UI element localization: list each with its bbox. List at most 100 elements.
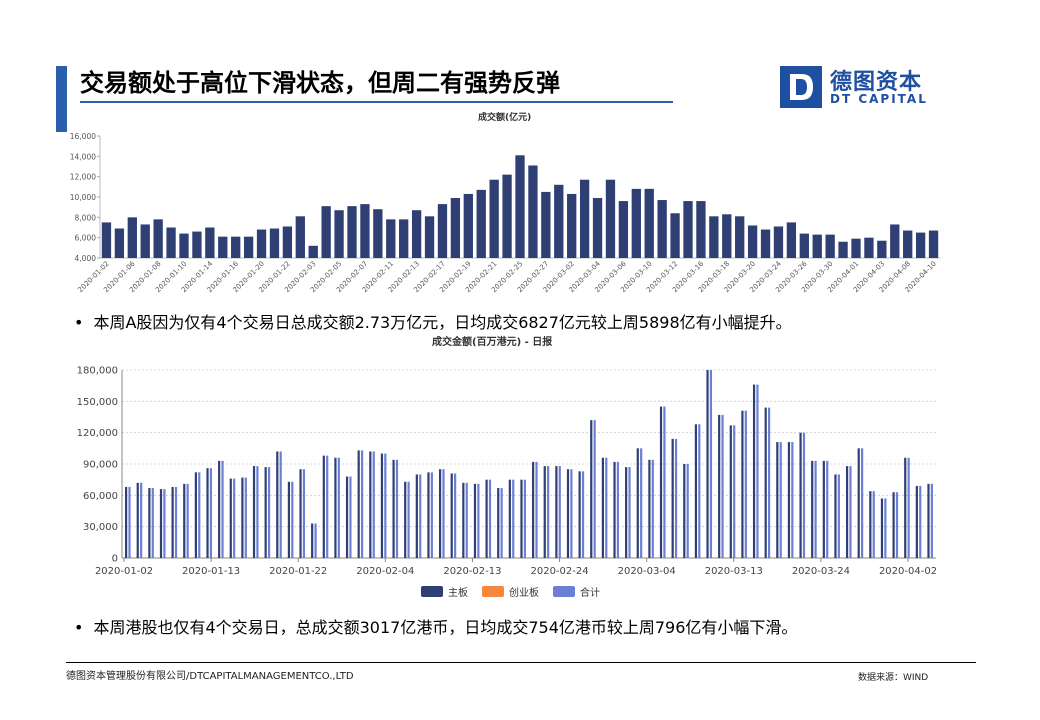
- bar-main-board: [834, 474, 837, 558]
- bar-total: [837, 474, 840, 558]
- bar-main-board: [671, 438, 674, 558]
- bar-total: [337, 457, 340, 558]
- logo-d-icon: [780, 66, 822, 108]
- hk-turnover-chart: 0 30,000 60,000 90,000 120,000 150,000 180,000…: [77, 366, 937, 578]
- legend-item[interactable]: 创业板: [482, 584, 539, 599]
- bullet-dot: •: [74, 313, 84, 332]
- bar-main-board: [497, 488, 500, 558]
- bar: [864, 237, 874, 258]
- bar-total: [919, 485, 922, 558]
- bar: [670, 213, 680, 258]
- bar-main-board: [438, 469, 442, 558]
- bar-total: [640, 448, 643, 558]
- bar-total: [535, 461, 538, 558]
- bullet-hk: • 本周港股也仅有4个交易日，总成交额3017亿港币，日均成交754亿港币较上周7…: [74, 614, 797, 638]
- bar: [334, 210, 344, 258]
- bar-main-board: [799, 432, 802, 558]
- bar: [114, 228, 125, 258]
- bar-total: [465, 482, 468, 558]
- legend-item[interactable]: 合计: [553, 584, 600, 599]
- bar-main-board: [322, 455, 325, 558]
- bar-main-board: [543, 466, 546, 558]
- bar-main-board: [276, 451, 279, 558]
- bar-main-board: [218, 460, 221, 558]
- bar-total: [174, 486, 178, 558]
- bar-main-board: [194, 472, 197, 558]
- bar-main-board: [415, 474, 418, 558]
- x-tick-label: 2020-03-13: [705, 566, 763, 577]
- y-tick-label: 120,000: [77, 428, 118, 439]
- y-tick-label: 8,000: [75, 213, 97, 222]
- bar-total: [256, 466, 259, 558]
- bar: [166, 227, 176, 258]
- bar: [373, 209, 383, 258]
- bar-total: [895, 492, 899, 558]
- bar-total: [477, 483, 480, 558]
- bar-main-board: [566, 469, 570, 558]
- bar-total: [814, 460, 817, 558]
- bar-main-board: [171, 486, 174, 558]
- bar-total: [884, 498, 887, 558]
- bar-total: [872, 491, 875, 558]
- logo-english-name: DT CAPITAL: [830, 92, 928, 106]
- x-tick-label: 2020-02-13: [443, 566, 501, 577]
- bar: [554, 184, 564, 258]
- bar-main-board: [741, 410, 744, 558]
- x-tick-label: 2020-02-24: [530, 566, 588, 577]
- bar: [812, 234, 822, 258]
- logo-mark-icon: [780, 66, 822, 108]
- bar: [231, 236, 241, 258]
- bar-total: [686, 464, 689, 558]
- bar-total: [709, 370, 713, 558]
- bar-main-board: [845, 466, 849, 558]
- bar-total: [454, 473, 457, 558]
- x-tick-label: 2020-03-24: [792, 566, 850, 577]
- bar: [101, 222, 112, 258]
- bar: [709, 216, 719, 258]
- bar-total: [593, 420, 596, 558]
- y-tick-label: 12,000: [70, 173, 96, 182]
- bar-total: [349, 476, 352, 558]
- bar-main-board: [380, 453, 384, 558]
- bar: [399, 219, 409, 258]
- bar: [567, 193, 577, 258]
- bar-main-board: [718, 414, 721, 558]
- bar: [786, 222, 797, 258]
- bar-main-board: [264, 467, 267, 558]
- logo-chinese-name: 德图资本: [830, 70, 923, 95]
- chart2-legend: 主板 创业板 合计: [421, 582, 614, 601]
- bar: [903, 230, 913, 258]
- bar-total: [616, 461, 620, 558]
- bar: [463, 193, 473, 258]
- bar: [502, 174, 512, 258]
- bar-main-board: [811, 460, 814, 558]
- bar-main-board: [462, 482, 465, 558]
- bar-total: [233, 478, 236, 558]
- bar-total: [267, 467, 271, 558]
- legend-label: 主板: [448, 588, 468, 599]
- bar-total: [849, 466, 852, 558]
- bar-total: [802, 432, 806, 558]
- bullet-dot: •: [74, 618, 84, 637]
- bar-total: [488, 479, 492, 558]
- footer-company: 德图资本管理股份有限公司/DTCAPITALMANAGEMENTCO.,LTD: [66, 671, 354, 682]
- bar-main-board: [613, 461, 616, 558]
- bar: [877, 240, 887, 258]
- bar-main-board: [427, 472, 430, 558]
- bar-main-board: [601, 457, 604, 558]
- bar-main-board: [345, 476, 349, 558]
- bar-total: [756, 384, 759, 558]
- bar-total: [198, 472, 201, 558]
- legend-item[interactable]: 主板: [421, 584, 468, 599]
- bar: [127, 217, 137, 258]
- bar-main-board: [915, 485, 918, 558]
- bar: [605, 179, 616, 258]
- bar: [644, 188, 654, 258]
- bar: [321, 206, 331, 258]
- bar-main-board: [508, 479, 511, 558]
- bar-total: [907, 457, 910, 558]
- bar: [541, 191, 551, 258]
- bar: [799, 233, 809, 258]
- legend-swatch: [482, 586, 504, 597]
- bar-total: [372, 451, 375, 558]
